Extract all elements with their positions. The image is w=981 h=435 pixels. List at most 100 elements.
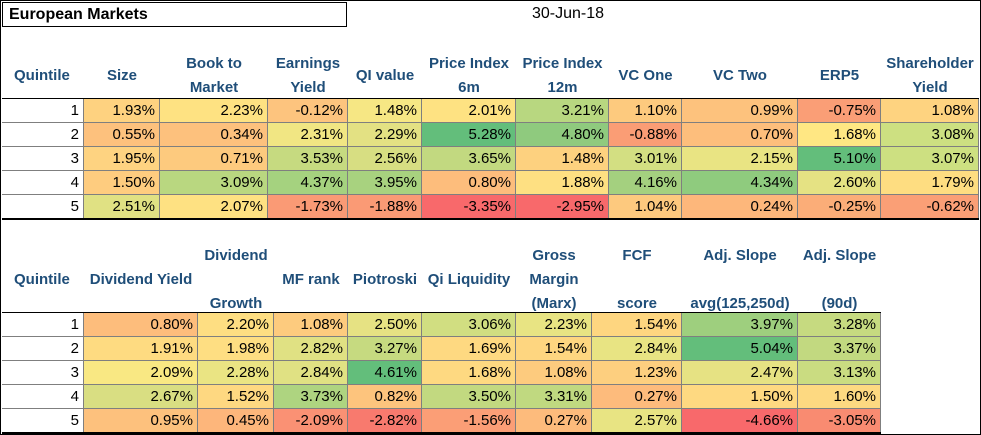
table-cell[interactable]: -1.73% (268, 195, 348, 219)
table-cell[interactable]: 1.04% (609, 195, 682, 219)
table-cell[interactable]: 1.50% (682, 385, 798, 409)
table-cell[interactable]: 1.50% (84, 171, 160, 195)
report-date[interactable]: 30-Jun-18 (532, 5, 605, 22)
table-cell[interactable]: -0.88% (609, 123, 682, 147)
table-cell[interactable]: 0.27% (516, 409, 592, 433)
table-cell[interactable]: 2.09% (84, 361, 198, 385)
table-cell[interactable]: 0.45% (198, 409, 274, 433)
table-cell[interactable]: 3.01% (609, 147, 682, 171)
table-cell[interactable]: 1.95% (84, 147, 160, 171)
table-cell[interactable]: 0.99% (682, 99, 798, 123)
table-cell[interactable]: 1.08% (274, 313, 348, 337)
table-cell[interactable]: 2.57% (592, 409, 682, 433)
table-cell[interactable]: 3.06% (422, 313, 516, 337)
table-cell[interactable]: -3.05% (798, 409, 881, 433)
table-cell[interactable]: -2.95% (516, 195, 609, 219)
table-cell[interactable]: 0.34% (160, 123, 268, 147)
table-cell[interactable]: 0.70% (682, 123, 798, 147)
table-cell[interactable]: 2.01% (422, 99, 516, 123)
table-cell[interactable]: 2.47% (682, 361, 798, 385)
table-cell[interactable]: 3.31% (516, 385, 592, 409)
table-cell[interactable]: 1.98% (198, 337, 274, 361)
table-cell[interactable]: 4.61% (348, 361, 422, 385)
table-cell[interactable]: 2.84% (592, 337, 682, 361)
table-cell[interactable]: 5.04% (682, 337, 798, 361)
table-cell[interactable]: 2.15% (682, 147, 798, 171)
quintile-cell[interactable]: 2 (2, 337, 84, 361)
sheet-title[interactable]: European Markets (2, 2, 347, 27)
table-cell[interactable]: 2.56% (348, 147, 422, 171)
table-cell[interactable]: 4.80% (516, 123, 609, 147)
table-cell[interactable]: 2.50% (348, 313, 422, 337)
table-cell[interactable]: 2.29% (348, 123, 422, 147)
table-cell[interactable]: 3.28% (798, 313, 881, 337)
table-cell[interactable]: 1.08% (881, 99, 979, 123)
table-cell[interactable]: 1.69% (422, 337, 516, 361)
table-cell[interactable]: -0.25% (798, 195, 881, 219)
table-cell[interactable]: 5.10% (798, 147, 881, 171)
quintile-cell[interactable]: 3 (2, 361, 84, 385)
table-cell[interactable]: 1.10% (609, 99, 682, 123)
table-cell[interactable]: 2.51% (84, 195, 160, 219)
table-cell[interactable]: 3.65% (422, 147, 516, 171)
table-cell[interactable]: 1.79% (881, 171, 979, 195)
table-cell[interactable]: 2.67% (84, 385, 198, 409)
table-cell[interactable]: 0.80% (84, 313, 198, 337)
table-cell[interactable]: -4.66% (682, 409, 798, 433)
table-cell[interactable]: -0.75% (798, 99, 881, 123)
table-cell[interactable]: 1.54% (516, 337, 592, 361)
table-cell[interactable]: 3.37% (798, 337, 881, 361)
table-cell[interactable]: 3.21% (516, 99, 609, 123)
table-cell[interactable]: 3.09% (160, 171, 268, 195)
table-cell[interactable]: 0.95% (84, 409, 198, 433)
quintile-cell[interactable]: 4 (2, 171, 84, 195)
table-cell[interactable]: -2.82% (348, 409, 422, 433)
table-cell[interactable]: 1.23% (592, 361, 682, 385)
table-cell[interactable]: 3.50% (422, 385, 516, 409)
table-cell[interactable]: 1.48% (348, 99, 422, 123)
table-cell[interactable]: 1.93% (84, 99, 160, 123)
table-cell[interactable]: 5.28% (422, 123, 516, 147)
quintile-cell[interactable]: 4 (2, 385, 84, 409)
table-cell[interactable]: 1.52% (198, 385, 274, 409)
table-cell[interactable]: 1.48% (516, 147, 609, 171)
table-cell[interactable]: 1.88% (516, 171, 609, 195)
table-cell[interactable]: 0.27% (592, 385, 682, 409)
table-cell[interactable]: 2.07% (160, 195, 268, 219)
table-cell[interactable]: -0.62% (881, 195, 979, 219)
table-cell[interactable]: 4.16% (609, 171, 682, 195)
quintile-cell[interactable]: 1 (2, 313, 84, 337)
table-cell[interactable]: 0.71% (160, 147, 268, 171)
quintile-cell[interactable]: 3 (2, 147, 84, 171)
quintile-cell[interactable]: 5 (2, 195, 84, 219)
table-cell[interactable]: 2.23% (516, 313, 592, 337)
table-cell[interactable]: 1.68% (798, 123, 881, 147)
table-cell[interactable]: 3.27% (348, 337, 422, 361)
quintile-cell[interactable]: 2 (2, 123, 84, 147)
quintile-cell[interactable]: 1 (2, 99, 84, 123)
table-cell[interactable]: -3.35% (422, 195, 516, 219)
table-cell[interactable]: 3.07% (881, 147, 979, 171)
table-cell[interactable]: 3.13% (798, 361, 881, 385)
table-cell[interactable]: 1.54% (592, 313, 682, 337)
table-cell[interactable]: 3.97% (682, 313, 798, 337)
table-cell[interactable]: 1.08% (516, 361, 592, 385)
table-cell[interactable]: 2.31% (268, 123, 348, 147)
table-cell[interactable]: -1.56% (422, 409, 516, 433)
table-cell[interactable]: 1.91% (84, 337, 198, 361)
table-cell[interactable]: -0.12% (268, 99, 348, 123)
table-cell[interactable]: 2.82% (274, 337, 348, 361)
table-cell[interactable]: 3.95% (348, 171, 422, 195)
table-cell[interactable]: 0.82% (348, 385, 422, 409)
quintile-cell[interactable]: 5 (2, 409, 84, 433)
table-cell[interactable]: 3.53% (268, 147, 348, 171)
table-cell[interactable]: 4.37% (268, 171, 348, 195)
table-cell[interactable]: 2.20% (198, 313, 274, 337)
table-cell[interactable]: 2.28% (198, 361, 274, 385)
table-cell[interactable]: 1.60% (798, 385, 881, 409)
table-cell[interactable]: 3.73% (274, 385, 348, 409)
table-cell[interactable]: 0.24% (682, 195, 798, 219)
table-cell[interactable]: 3.08% (881, 123, 979, 147)
table-cell[interactable]: 0.55% (84, 123, 160, 147)
table-cell[interactable]: 1.68% (422, 361, 516, 385)
